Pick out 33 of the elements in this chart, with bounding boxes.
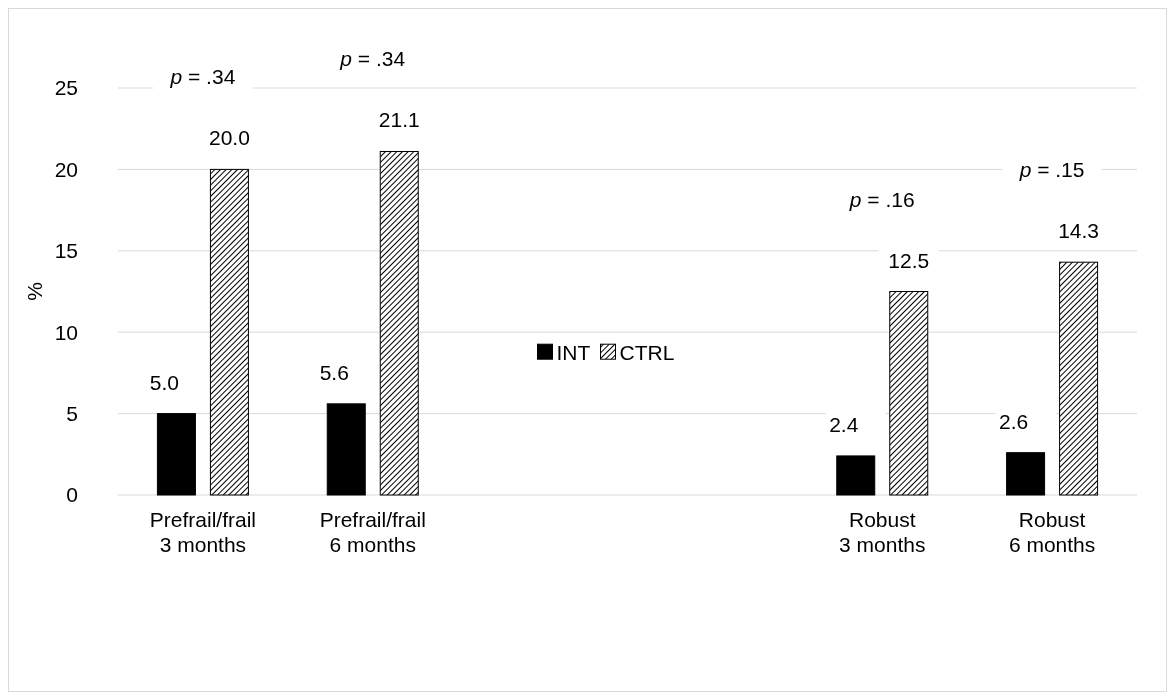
text: 12.5 [888, 248, 930, 272]
text: p = .34 [339, 47, 406, 71]
text: 2.4 [829, 412, 859, 436]
y-tick-label: 0 [66, 483, 78, 507]
y-tick-label: 10 [54, 320, 78, 344]
bar [379, 150, 419, 496]
text: 21.1 [378, 108, 420, 132]
y-axis-title: % [23, 282, 46, 301]
y-tick-label: 20 [54, 157, 78, 181]
x-tick-label: Prefrail/frail 6 months [319, 508, 426, 556]
bar [836, 455, 876, 496]
x-tick-label: Robust 3 months [839, 508, 926, 556]
text: 20.0 [208, 126, 250, 150]
bar [209, 168, 249, 496]
legend-label: INT [556, 340, 591, 364]
bar [1059, 261, 1099, 496]
text: 5.0 [149, 370, 180, 394]
annotation: p = .34 [169, 65, 236, 89]
x-tick-label: Prefrail/frail 3 months [149, 508, 257, 556]
text: 2.6 [998, 409, 1029, 433]
annotation: p = .16 [848, 187, 915, 211]
bar [1006, 452, 1046, 496]
bar [156, 413, 196, 496]
legend-label: CTRL [619, 340, 675, 364]
y-tick-label: 25 [54, 76, 78, 100]
bar [326, 403, 366, 496]
x-tick-label: Robust 6 months [1008, 508, 1096, 556]
bar [889, 291, 929, 496]
text: 14.3 [1058, 219, 1100, 243]
y-tick-label: 15 [54, 239, 78, 263]
y-tick-label: 5 [66, 401, 78, 425]
text: 5.6 [319, 360, 349, 384]
annotation: p = .15 [1018, 158, 1085, 182]
